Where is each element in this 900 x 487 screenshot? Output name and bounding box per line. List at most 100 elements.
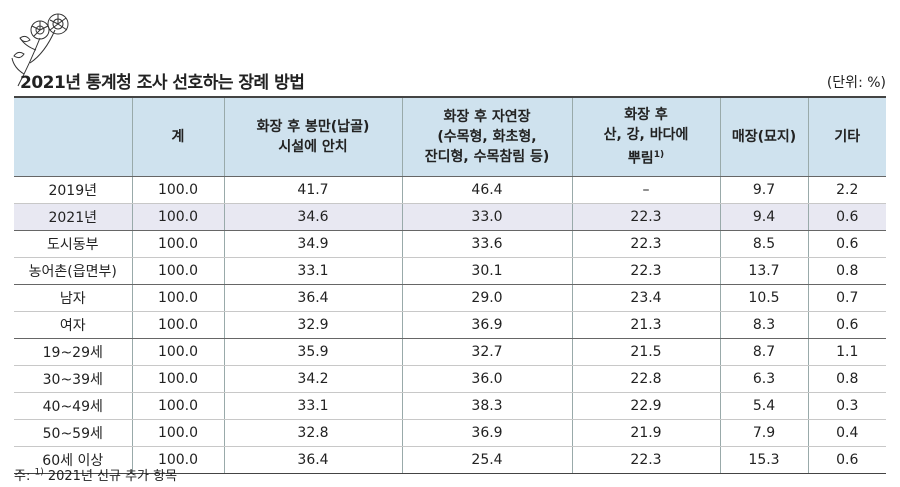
header-cremation-natural-burial: 화장 후 자연장 (수목형, 화초형, 잔디형, 수목참림 등) — [402, 98, 573, 177]
table-cell: 30.1 — [402, 257, 573, 285]
table-cell: 36.0 — [402, 365, 573, 393]
table-cell: 0.6 — [808, 446, 886, 474]
table-row: 60세 이상 100.0 36.4 25.4 22.3 15.3 0.6 — [14, 446, 886, 474]
table-cell: 22.9 — [572, 392, 721, 420]
row-label: 남자 — [14, 284, 133, 312]
table-cell: 100.0 — [132, 284, 225, 312]
row-label: 도시동부 — [14, 230, 133, 258]
table-title: 2021년 통계청 조사 선호하는 장례 방법 — [20, 73, 305, 93]
table-row: 19~29세 100.0 35.9 32.7 21.5 8.7 1.1 — [14, 338, 886, 366]
table-cell: 46.4 — [402, 176, 573, 204]
header-row: 계 화장 후 봉만(납골) 시설에 안치 화장 후 자연장 (수목형, 화초형, 잔디… — [14, 98, 886, 177]
table-cell: 8.3 — [720, 311, 809, 339]
table-cell: – — [572, 176, 721, 204]
table-row: 50~59세 100.0 32.8 36.9 21.9 7.9 0.4 — [14, 419, 886, 447]
row-label: 2019년 — [14, 176, 133, 204]
table-row: 남자 100.0 36.4 29.0 23.4 10.5 0.7 — [14, 284, 886, 312]
table-cell: 33.6 — [402, 230, 573, 258]
table-cell: 2.2 — [808, 176, 886, 204]
row-label: 2021년 — [14, 203, 133, 231]
table-cell: 100.0 — [132, 176, 225, 204]
unit-label: (단위: %) — [826, 75, 886, 91]
table-row: 2021년 100.0 34.6 33.0 22.3 9.4 0.6 — [14, 203, 886, 231]
table-cell: 21.5 — [572, 338, 721, 366]
table-row: 농어촌(읍면부) 100.0 33.1 30.1 22.3 13.7 0.8 — [14, 257, 886, 285]
table-cell: 7.9 — [720, 419, 809, 447]
row-label: 19~29세 — [14, 338, 133, 366]
table-cell: 22.3 — [572, 446, 721, 474]
table-cell: 25.4 — [402, 446, 573, 474]
chrysanthemum-illustration-icon — [11, 13, 69, 87]
table-row: 40~49세 100.0 33.1 38.3 22.9 5.4 0.3 — [14, 392, 886, 420]
table-cell: 1.1 — [808, 338, 886, 366]
table-cell: 0.3 — [808, 392, 886, 420]
table-cell: 0.6 — [808, 203, 886, 231]
header-other: 기타 — [808, 98, 886, 177]
table-cell: 33.1 — [224, 257, 403, 285]
table-cell: 0.6 — [808, 311, 886, 339]
row-label: 50~59세 — [14, 419, 133, 447]
table-row: 도시동부 100.0 34.9 33.6 22.3 8.5 0.6 — [14, 230, 886, 258]
row-label: 30~39세 — [14, 365, 133, 393]
table-cell: 41.7 — [224, 176, 403, 204]
table-cell: 21.3 — [572, 311, 721, 339]
table-cell: 23.4 — [572, 284, 721, 312]
table-cell: 10.5 — [720, 284, 809, 312]
row-label: 40~49세 — [14, 392, 133, 420]
funeral-preference-table: 계 화장 후 봉만(납골) 시설에 안치 화장 후 자연장 (수목형, 화초형, 잔디… — [14, 98, 886, 474]
table-cell: 5.4 — [720, 392, 809, 420]
row-label: 농어촌(읍면부) — [14, 257, 133, 285]
table-row: 2019년 100.0 41.7 46.4–9.7 2.2 — [14, 176, 886, 204]
table-cell: 21.9 — [572, 419, 721, 447]
header-cremation-columbarium: 화장 후 봉만(납골) 시설에 안치 — [224, 98, 403, 177]
table-cell: 100.0 — [132, 311, 225, 339]
table-cell: 29.0 — [402, 284, 573, 312]
table-cell: 13.7 — [720, 257, 809, 285]
table-cell: 33.0 — [402, 203, 573, 231]
table-cell: 8.7 — [720, 338, 809, 366]
table-cell: 9.7 — [720, 176, 809, 204]
table-cell: 33.1 — [224, 392, 403, 420]
table-cell: 22.3 — [572, 257, 721, 285]
table-cell: 22.8 — [572, 365, 721, 393]
table-cell: 34.6 — [224, 203, 403, 231]
table-cell: 36.4 — [224, 446, 403, 474]
table-row: 여자 100.0 32.9 36.9 21.3 8.3 0.6 — [14, 311, 886, 339]
row-label: 60세 이상 — [14, 446, 133, 474]
header-cremation-scattering: 화장 후 산, 강, 바다에 뿌림1) — [572, 98, 721, 177]
footnote: 주: 1) 2021년 신규 추가 항목 — [14, 467, 178, 484]
table-cell: 38.3 — [402, 392, 573, 420]
table-cell: 100.0 — [132, 230, 225, 258]
table-cell: 100.0 — [132, 446, 225, 474]
table-cell: 0.8 — [808, 257, 886, 285]
table-cell: 36.9 — [402, 311, 573, 339]
table-cell: 0.7 — [808, 284, 886, 312]
table-cell: 6.3 — [720, 365, 809, 393]
table-cell: 100.0 — [132, 392, 225, 420]
table-cell: 100.0 — [132, 365, 225, 393]
table-cell: 36.4 — [224, 284, 403, 312]
table-cell: 34.9 — [224, 230, 403, 258]
table-cell: 32.8 — [224, 419, 403, 447]
header-total: 계 — [132, 98, 225, 177]
table-cell: 22.3 — [572, 230, 721, 258]
table-cell: 15.3 — [720, 446, 809, 474]
table-cell: 0.6 — [808, 230, 886, 258]
table-cell: 35.9 — [224, 338, 403, 366]
row-label: 여자 — [14, 311, 133, 339]
table-cell: 100.0 — [132, 203, 225, 231]
table-cell: 100.0 — [132, 338, 225, 366]
table-top-rule — [14, 96, 886, 98]
table-cell: 9.4 — [720, 203, 809, 231]
header-blank — [14, 98, 133, 177]
table-row: 30~39세 100.0 34.2 36.0 22.8 6.3 0.8 — [14, 365, 886, 393]
table-cell: 0.8 — [808, 365, 886, 393]
table-cell: 32.9 — [224, 311, 403, 339]
table-cell: 36.9 — [402, 419, 573, 447]
table-cell: 34.2 — [224, 365, 403, 393]
table-cell: 32.7 — [402, 338, 573, 366]
table-cell: 8.5 — [720, 230, 809, 258]
table-cell: 100.0 — [132, 257, 225, 285]
table-cell: 22.3 — [572, 203, 721, 231]
table-cell: 0.4 — [808, 419, 886, 447]
